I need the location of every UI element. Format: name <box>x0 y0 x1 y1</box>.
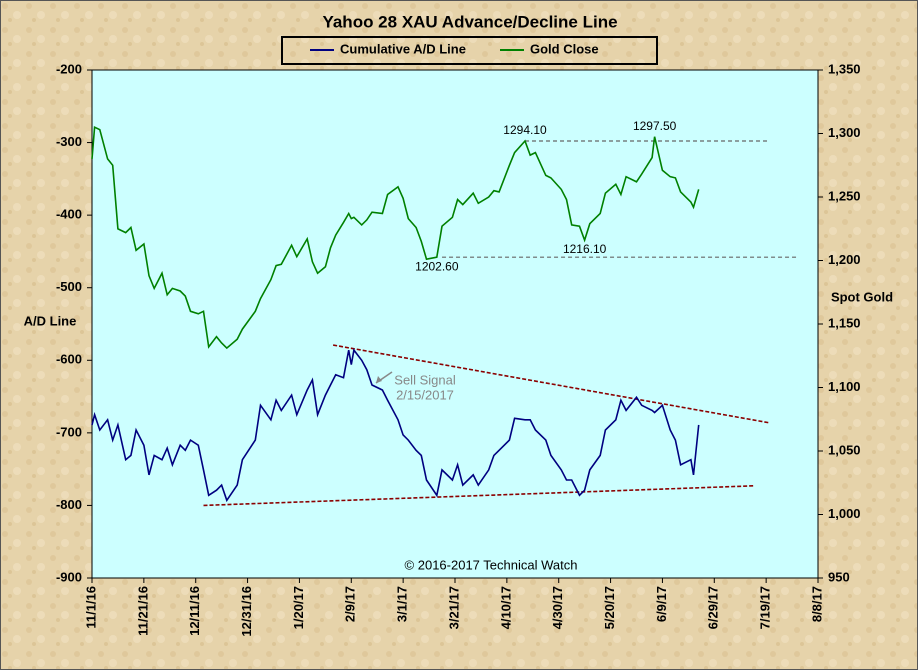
x-tick-label: 7/19/17 <box>758 586 773 629</box>
x-tick-label: 4/30/17 <box>550 586 565 629</box>
plot-area <box>91 69 819 579</box>
annotation: 1297.50 <box>633 119 677 133</box>
x-tick-label: 11/1/16 <box>83 586 98 629</box>
y-tick-label: -500 <box>56 279 82 294</box>
x-tick-label: 4/10/17 <box>498 586 513 629</box>
series-line <box>91 348 700 503</box>
y2-tick-label: 1,150 <box>828 315 861 330</box>
trendline <box>203 485 754 507</box>
chart-title: Yahoo 28 XAU Advance/Decline Line <box>322 12 617 31</box>
y2-tick-label: 1,100 <box>828 379 861 394</box>
x-tick-label: 5/20/17 <box>602 586 617 629</box>
y-axis-label: A/D Line <box>24 313 77 328</box>
x-tick-label: 3/1/17 <box>395 586 410 622</box>
y2-axis-label: Spot Gold <box>831 289 893 304</box>
y-tick-label: -700 <box>56 424 82 439</box>
y2-tick-label: 1,250 <box>828 188 861 203</box>
sell-signal-text: Sell Signal <box>394 372 456 387</box>
x-tick-label: 3/21/17 <box>446 586 461 629</box>
y-tick-label: -800 <box>56 497 82 512</box>
x-tick-label: 2/9/17 <box>343 586 358 622</box>
y-tick-label: -900 <box>56 569 82 584</box>
sell-signal-date: 2/15/2017 <box>396 387 454 402</box>
x-tick-label: 6/29/17 <box>706 586 721 629</box>
legend <box>281 36 658 65</box>
x-tick-label: 6/9/17 <box>654 586 669 622</box>
y2-tick-label: 1,050 <box>828 442 861 457</box>
annotation: 1216.10 <box>563 242 607 256</box>
y2-tick-label: 1,300 <box>828 125 861 140</box>
trendline <box>332 344 769 424</box>
series-line <box>91 125 700 350</box>
annotation: 1294.10 <box>503 123 547 137</box>
y2-tick-label: 1,000 <box>828 506 861 521</box>
y-tick-label: -300 <box>56 134 82 149</box>
x-tick-label: 8/8/17 <box>809 586 824 622</box>
annotation: 1202.60 <box>415 259 459 273</box>
y2-tick-label: 1,200 <box>828 252 861 267</box>
x-tick-label: 1/20/17 <box>291 586 306 629</box>
legend-label: Gold Close <box>530 41 599 56</box>
y-tick-label: -400 <box>56 207 82 222</box>
x-tick-label: 12/11/16 <box>187 586 202 636</box>
x-tick-label: 12/31/16 <box>239 586 254 637</box>
y2-tick-label: 1,350 <box>828 61 861 76</box>
x-tick-label: 11/21/16 <box>135 586 150 636</box>
y2-tick-label: 950 <box>828 569 850 584</box>
legend-label: Cumulative A/D Line <box>340 41 466 56</box>
sell-arrowhead <box>376 376 382 383</box>
y-tick-label: -600 <box>56 352 82 367</box>
copyright: © 2016-2017 Technical Watch <box>405 557 578 572</box>
y-tick-label: -200 <box>56 61 82 76</box>
